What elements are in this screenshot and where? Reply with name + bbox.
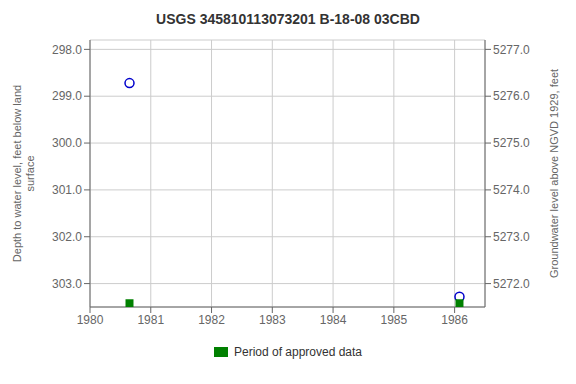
svg-text:Groundwater level above NGVD 1: Groundwater level above NGVD 1929, feet: [548, 69, 560, 278]
svg-text:299.0: 299.0: [52, 89, 82, 103]
svg-text:301.0: 301.0: [52, 183, 82, 197]
svg-text:1982: 1982: [198, 313, 225, 327]
html-text:Period of approved data: Period of approved data: [234, 345, 362, 359]
html-text:USGS 345810113073201 B-18-08 0: USGS 345810113073201 B-18-08 03CBD: [156, 11, 420, 27]
svg-text:5273.0: 5273.0: [493, 230, 530, 244]
svg-text:298.0: 298.0: [52, 43, 82, 57]
svg-text:1986: 1986: [441, 313, 468, 327]
svg-text:1981: 1981: [137, 313, 164, 327]
svg-text:5275.0: 5275.0: [493, 136, 530, 150]
svg-text:5276.0: 5276.0: [493, 89, 530, 103]
svg-text:1980: 1980: [77, 313, 104, 327]
svg-text:5277.0: 5277.0: [493, 43, 530, 57]
svg-text:303.0: 303.0: [52, 277, 82, 291]
svg-text:Depth to water level, feet bel: Depth to water level, feet below land: [11, 85, 23, 262]
svg-text:5274.0: 5274.0: [493, 183, 530, 197]
svg-text:1984: 1984: [320, 313, 347, 327]
svg-text:1983: 1983: [259, 313, 286, 327]
svg-text:300.0: 300.0: [52, 136, 82, 150]
svg-text:surface: surface: [24, 155, 36, 191]
svg-text:1985: 1985: [380, 313, 407, 327]
svg-text:302.0: 302.0: [52, 230, 82, 244]
svg-text:5272.0: 5272.0: [493, 277, 530, 291]
